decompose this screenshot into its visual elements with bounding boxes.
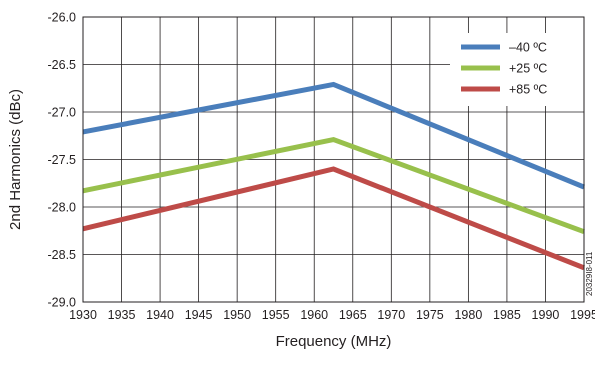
x-tick-label: 1975 [416, 308, 444, 322]
x-tick-label: 1980 [454, 308, 482, 322]
series-line-0 [82, 81, 585, 190]
series-lines [82, 81, 585, 271]
x-tick-label: 1965 [339, 308, 367, 322]
legend: –40 ºC +25 ºC +85 ºC [461, 41, 547, 97]
y-tick-label: -28.0 [48, 201, 77, 215]
legend-label-0: –40 ºC [509, 41, 547, 55]
y-axis-label: 2nd Harmonics (dBc) [7, 89, 24, 230]
x-tick-label: 1930 [69, 308, 97, 322]
x-axis-label: Frequency (MHz) [276, 333, 392, 350]
x-tick-labels: 1930 1935 1940 1945 1950 1955 1960 1965 1970 1975… [69, 308, 595, 322]
x-tick-label: 1950 [223, 308, 251, 322]
x-tick-label: 1955 [262, 308, 290, 322]
series-line-1 [82, 136, 585, 235]
plot-frame [82, 16, 585, 303]
y-tick-label: -26.5 [48, 58, 77, 72]
x-tick-label: 1990 [532, 308, 560, 322]
x-tick-label: 1995 [570, 308, 595, 322]
x-tick-label: 1985 [493, 308, 521, 322]
series-line-2 [82, 166, 585, 271]
y-tick-label: -26.0 [48, 11, 77, 25]
x-tick-label: 1940 [146, 308, 174, 322]
y-tick-label: -27.0 [48, 106, 77, 120]
y-tick-labels: -26.0 -26.5 -27.0 -27.5 -28.0 -28.5 -29.0 [48, 11, 77, 310]
y-tick-label: -28.5 [48, 248, 77, 262]
legend-label-1: +25 ºC [509, 62, 547, 76]
y-tick-label: -27.5 [48, 153, 77, 167]
y-tick-label: -29.0 [48, 296, 77, 310]
figure-id-label: 20329I8-011 [585, 251, 594, 296]
x-tick-label: 1935 [108, 308, 136, 322]
x-tick-label: 1945 [185, 308, 213, 322]
legend-label-2: +85 ºC [509, 83, 547, 97]
x-tick-label: 1960 [300, 308, 328, 322]
x-tick-label: 1970 [377, 308, 405, 322]
